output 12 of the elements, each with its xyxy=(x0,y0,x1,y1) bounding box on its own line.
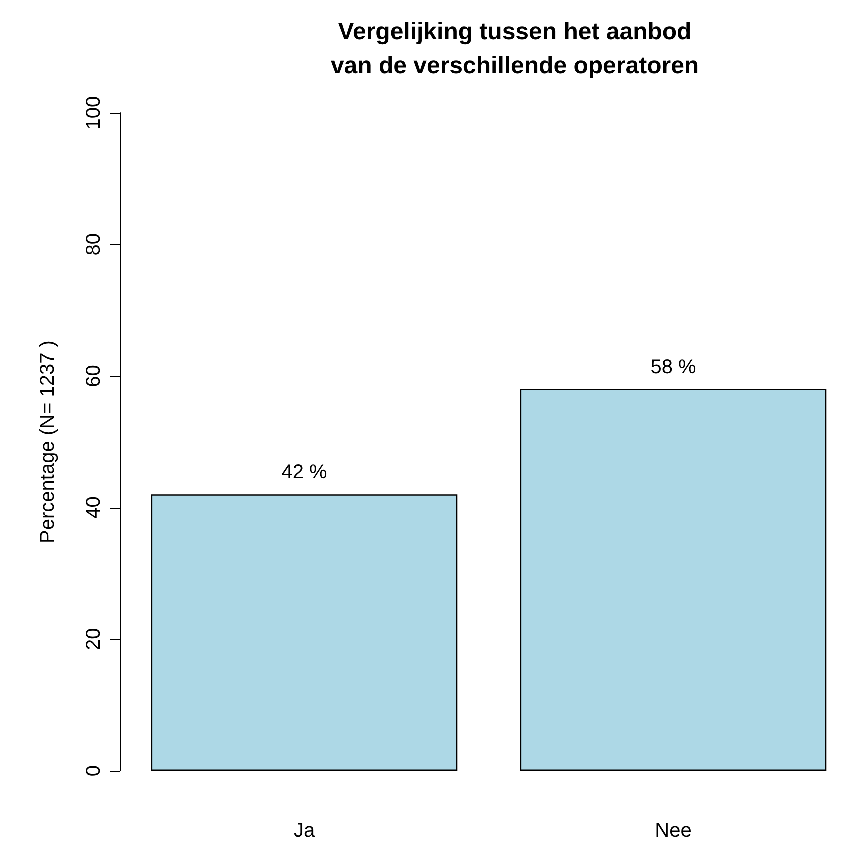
data-label: 58 % xyxy=(650,356,697,378)
y-tick-label: 0 xyxy=(83,765,105,777)
x-tick-label: Ja xyxy=(294,820,316,841)
y-tick-label: 40 xyxy=(83,496,105,519)
y-tick-label: 20 xyxy=(83,628,105,651)
data-label: 42 % xyxy=(282,462,328,484)
y-tick-label: 60 xyxy=(83,365,105,388)
y-tick-label: 80 xyxy=(83,233,105,256)
chart-title: Vergelijking tussen het aanbod van de verschillende operatoren xyxy=(330,18,700,80)
y-tick-label: 100 xyxy=(83,96,105,130)
x-tick-label: Nee xyxy=(655,820,692,841)
y-axis-title: Percentage (N= 1237 ) xyxy=(37,340,59,544)
